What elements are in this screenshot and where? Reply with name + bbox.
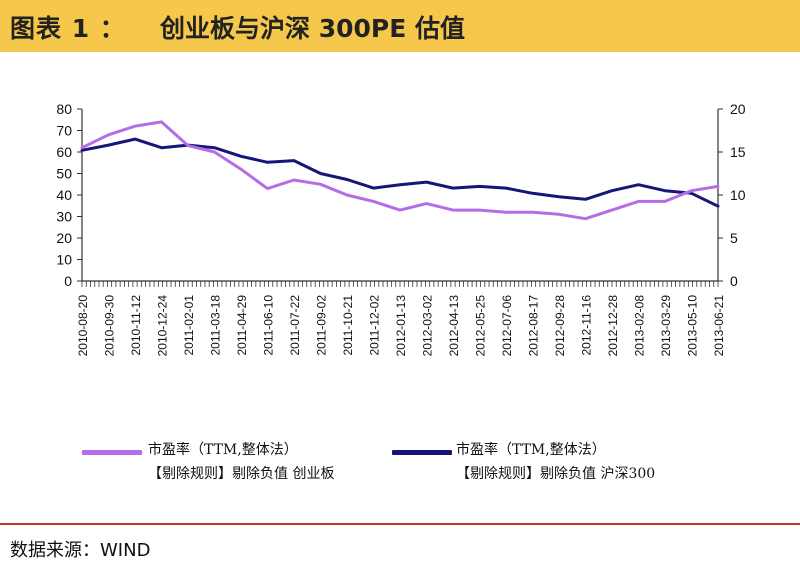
y-left-tick-label: 80 [56, 101, 72, 117]
footer-divider [0, 523, 800, 525]
x-tick-label: 2011-10-21 [341, 295, 355, 356]
figure-label: 图表 1 ： [10, 14, 126, 43]
x-tick-label: 2010-09-30 [103, 295, 117, 357]
legend-label-chinext: 市盈率（TTM,整体法） 【剔除规则】剔除负值 创业板 [148, 438, 334, 486]
y-right-tick-label: 20 [730, 101, 746, 117]
x-tick-label: 2011-04-29 [235, 295, 249, 356]
x-tick-label: 2011-03-18 [209, 295, 223, 356]
y-right-tick-label: 10 [730, 187, 746, 203]
y-left-tick-label: 60 [56, 144, 72, 160]
x-tick-label: 2012-04-13 [447, 295, 461, 357]
x-tick-label: 2010-08-20 [76, 295, 90, 357]
y-right-tick-label: 0 [730, 273, 738, 289]
legend-label-csi300: 市盈率（TTM,整体法） 【剔除规则】剔除负值 沪深300 [456, 438, 655, 486]
x-tick-label: 2010-11-12 [129, 295, 143, 356]
legend-csi300-line2: 【剔除规则】剔除负值 沪深300 [456, 466, 656, 482]
y-left-tick-label: 40 [56, 187, 72, 203]
series-line-chinext [80, 120, 720, 221]
x-tick-label: 2011-06-10 [262, 295, 276, 356]
x-tick-label: 2011-07-22 [288, 295, 302, 356]
x-tick-label: 2013-05-10 [686, 295, 700, 357]
y-left-tick-label: 30 [56, 209, 72, 225]
y-left-tick-label: 50 [56, 166, 72, 182]
y-left-tick-label: 70 [56, 123, 72, 139]
x-tick-label: 2012-07-06 [500, 295, 514, 357]
x-tick-label: 2010-12-24 [156, 295, 170, 357]
legend-swatch-csi300 [392, 450, 452, 455]
legend-chinext-line1: 市盈率（TTM,整体法） [148, 442, 298, 458]
x-tick-label: 2011-09-02 [315, 295, 329, 356]
legend-swatch-chinext [82, 450, 142, 455]
series-line-csi300 [80, 137, 720, 208]
x-tick-label: 2011-02-01 [182, 295, 196, 356]
x-tick-label: 2012-11-16 [580, 295, 594, 356]
x-tick-label: 2013-02-08 [633, 295, 647, 357]
x-tick-label: 2013-06-21 [712, 295, 726, 357]
pe-line-chart: 0 10 20 30 40 50 60 70 80 0 5 10 15 20 2010-08-20 2010-… [56, 101, 746, 357]
x-tick-label: 2012-08-17 [527, 295, 541, 357]
legend-csi300-line1: 市盈率（TTM,整体法） [456, 442, 606, 458]
legend-chinext-line2: 【剔除规则】剔除负值 创业板 [148, 466, 335, 482]
x-tick-label: 2013-03-29 [659, 295, 673, 357]
y-left-tick-label: 20 [56, 230, 72, 246]
x-tick-label: 2012-03-02 [421, 295, 435, 357]
x-tick-label: 2012-09-28 [553, 295, 567, 357]
x-tick-label: 2012-01-13 [394, 295, 408, 357]
title-bar: 图表 1 ： 创业板与沪深 300PE 估值 [0, 0, 800, 52]
x-tick-label: 2011-12-02 [368, 295, 382, 356]
chart-title: 创业板与沪深 300PE 估值 [160, 14, 465, 43]
y-right-tick-label: 5 [730, 230, 738, 246]
y-left-tick-label: 0 [64, 273, 72, 289]
y-right-tick-label: 15 [730, 144, 746, 160]
x-tick-label: 2012-12-28 [606, 295, 620, 357]
y-left-tick-label: 10 [56, 252, 72, 268]
x-tick-label: 2012-05-25 [474, 295, 488, 357]
source-note: 数据来源：WIND [10, 540, 151, 561]
